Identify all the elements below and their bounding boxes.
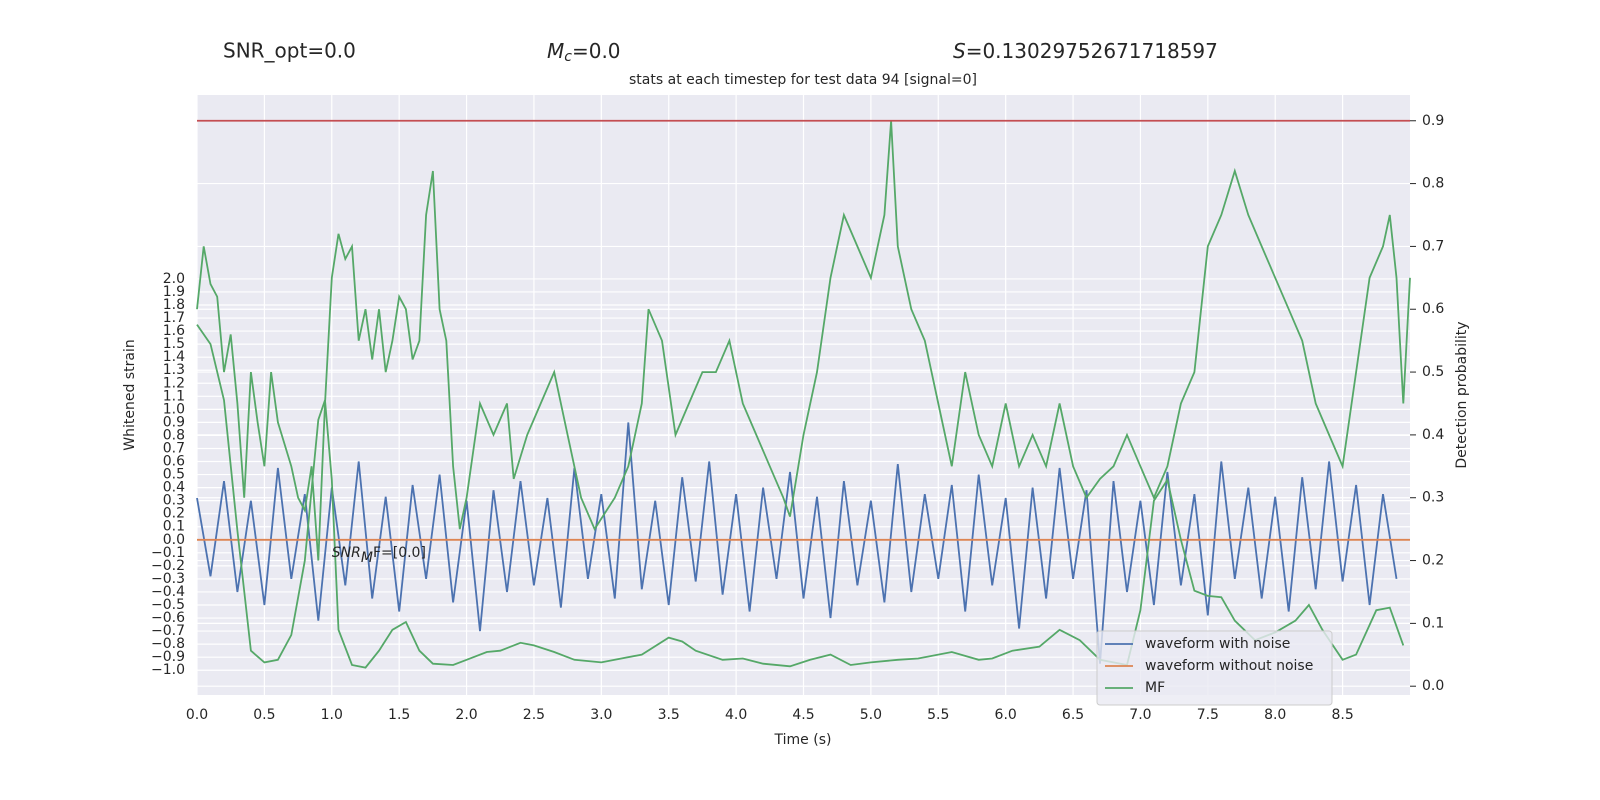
- y-tick-label: 1.8: [163, 297, 185, 313]
- annotation-rest: F=[0.0]: [373, 545, 426, 561]
- y-tick-label: −0.6: [151, 610, 185, 626]
- series-line: [196, 120, 1411, 561]
- y-tick-label: −0.5: [151, 597, 185, 613]
- tick-labels: 0.0 0.5 1.0 1.5 2.0 2.5 3.0 3.5 4.0 4.5 5.0 5.5 6.0 6…: [151, 113, 1444, 723]
- x-tick-label: 7.0: [1129, 707, 1151, 723]
- annotation-sub: M: [361, 550, 373, 566]
- y-tick-label: 0.1: [163, 519, 185, 535]
- x-axis-label: Time (s): [774, 732, 832, 748]
- y-tick-label: 1.1: [163, 388, 185, 404]
- y-tick-label: 0.0: [163, 532, 185, 548]
- legend-label: waveform without noise: [1145, 658, 1313, 674]
- y2-tick-label: 0.1: [1422, 615, 1444, 631]
- y-tick-label: 1.6: [163, 323, 185, 339]
- x-tick-label: 1.0: [321, 707, 343, 723]
- marks: SNRMF=[0.0]: [196, 119, 1411, 669]
- y-tick-label: 1.7: [163, 310, 185, 326]
- y2-tick-label: 0.4: [1422, 427, 1444, 443]
- y2-tick-label: 0.5: [1422, 364, 1444, 380]
- x-tick-label: 2.0: [455, 707, 477, 723]
- y-tick-label: 1.2: [163, 375, 185, 391]
- legend-label: MF: [1145, 680, 1165, 696]
- y-tick-label: 0.7: [163, 440, 185, 456]
- legend-label: waveform with noise: [1145, 636, 1290, 652]
- x-tick-label: 6.0: [995, 707, 1017, 723]
- x-tick-label: 7.5: [1197, 707, 1219, 723]
- legend: waveform with noise waveform without nois…: [1096, 630, 1333, 706]
- y2-tick-label: 0.8: [1422, 176, 1444, 192]
- y-tick-label: −0.9: [151, 649, 185, 665]
- annotation-symbol: SNR: [332, 545, 361, 561]
- x-tick-label: 3.0: [590, 707, 612, 723]
- x-tick-label: 8.0: [1264, 707, 1286, 723]
- y-tick-label: 0.9: [163, 414, 185, 430]
- y-tick-label: 0.4: [163, 480, 185, 496]
- x-tick-label: 8.5: [1331, 707, 1353, 723]
- x-tick-label: 0.0: [186, 707, 208, 723]
- y-tick-label: 0.2: [163, 506, 185, 522]
- y2-tick-label: 0.2: [1422, 553, 1444, 569]
- x-tick-label: 5.5: [927, 707, 949, 723]
- series-line: [196, 324, 1405, 669]
- x-tick-label: 4.0: [725, 707, 747, 723]
- y2-tick-label: 0.0: [1422, 678, 1444, 694]
- chart-title: stats at each timestep for test data 94 …: [629, 72, 977, 88]
- y-tick-label: −0.8: [151, 636, 185, 652]
- y2-tick-label: 0.6: [1422, 301, 1444, 317]
- y2-tick-label: 0.7: [1422, 238, 1444, 254]
- y-tick-label: 0.6: [163, 454, 185, 470]
- y-tick-label: −0.4: [151, 584, 185, 600]
- x-tick-label: 0.5: [253, 707, 275, 723]
- y-tick-label: 1.0: [163, 401, 185, 417]
- y-tick-label: 0.3: [163, 493, 185, 509]
- y2-tick-label: 0.9: [1422, 113, 1444, 129]
- y-tick-label: −0.7: [151, 623, 185, 639]
- y-tick-label: −0.3: [151, 571, 185, 587]
- s-label: S=0.13029752671718597: [953, 39, 1218, 63]
- y-tick-label: −1.0: [151, 662, 185, 678]
- y-tick-label: 1.9: [163, 284, 185, 300]
- y-tick-label: −0.2: [151, 558, 185, 574]
- y-tick-label: 1.4: [163, 349, 185, 365]
- x-tick-label: 4.5: [792, 707, 814, 723]
- mc-label: Mc=0.0: [547, 39, 621, 66]
- y-tick-label: 1.5: [163, 336, 185, 352]
- x-tick-label: 6.5: [1062, 707, 1084, 723]
- x-tick-label: 2.5: [523, 707, 545, 723]
- series-line: [196, 422, 1398, 664]
- x-tick-label: 1.5: [388, 707, 410, 723]
- y2-axis-label: Detection probability: [1454, 321, 1470, 468]
- annotation: SNRMF=[0.0]: [332, 545, 426, 566]
- x-tick-label: 3.5: [658, 707, 680, 723]
- y-tick-label: 1.3: [163, 362, 185, 378]
- x-tick-label: 5.0: [860, 707, 882, 723]
- snr-opt-label: SNR_opt=0.0: [223, 39, 356, 63]
- y-tick-label: 0.5: [163, 467, 185, 483]
- y-axis-label: Whitened strain: [122, 339, 138, 450]
- y-tick-label: 0.8: [163, 427, 185, 443]
- y-tick-label: −0.1: [151, 545, 185, 561]
- y2-tick-label: 0.3: [1422, 490, 1444, 506]
- y-tick-label: 2.0: [163, 271, 185, 287]
- legend-box: [1096, 630, 1333, 706]
